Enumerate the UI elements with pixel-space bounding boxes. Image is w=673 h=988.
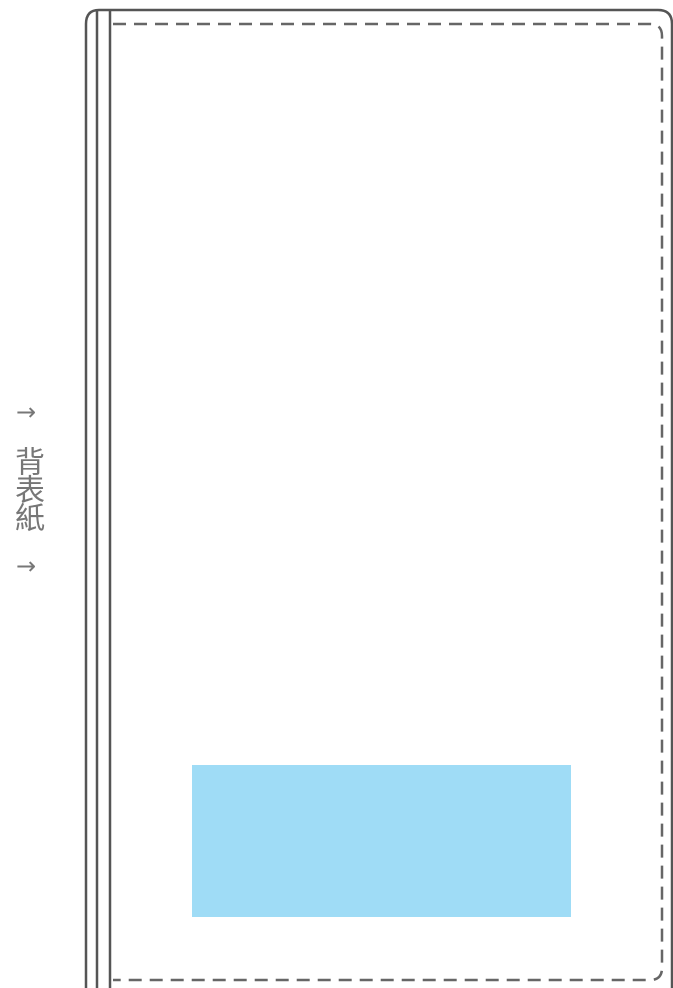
arrow-top-icon: → bbox=[15, 398, 37, 426]
arrow-bottom-icon: → bbox=[15, 552, 37, 580]
spine-label-text: 背表紙 bbox=[9, 446, 44, 530]
dashed-cut-line bbox=[113, 22, 664, 982]
highlight-area bbox=[192, 765, 571, 917]
spine-label: → 背表紙 → bbox=[8, 398, 44, 580]
